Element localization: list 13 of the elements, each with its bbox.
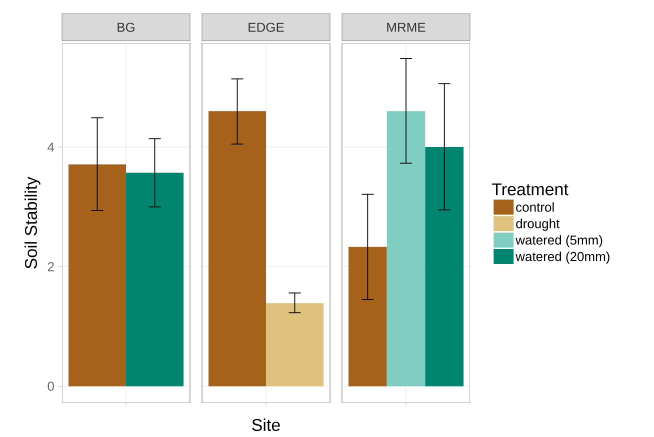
x-tick-label: EDGE	[248, 22, 284, 32]
legend-title: Treatment	[492, 183, 568, 196]
y-tick-label: 2	[48, 262, 54, 272]
y-tick-label: 0	[48, 382, 54, 391]
legend-label: watered (5mm)	[516, 235, 602, 248]
y-axis-title: Soil Stability	[24, 176, 40, 269]
x-tick-label: BG	[118, 22, 134, 32]
legend-label: control	[516, 202, 554, 212]
x-tick-label: MRME	[387, 22, 426, 32]
x-axis-title: Site	[252, 418, 280, 432]
legend-label: drought	[516, 218, 560, 231]
legend-label: watered (20mm)	[516, 252, 610, 264]
y-tick-label: 4	[48, 142, 54, 152]
